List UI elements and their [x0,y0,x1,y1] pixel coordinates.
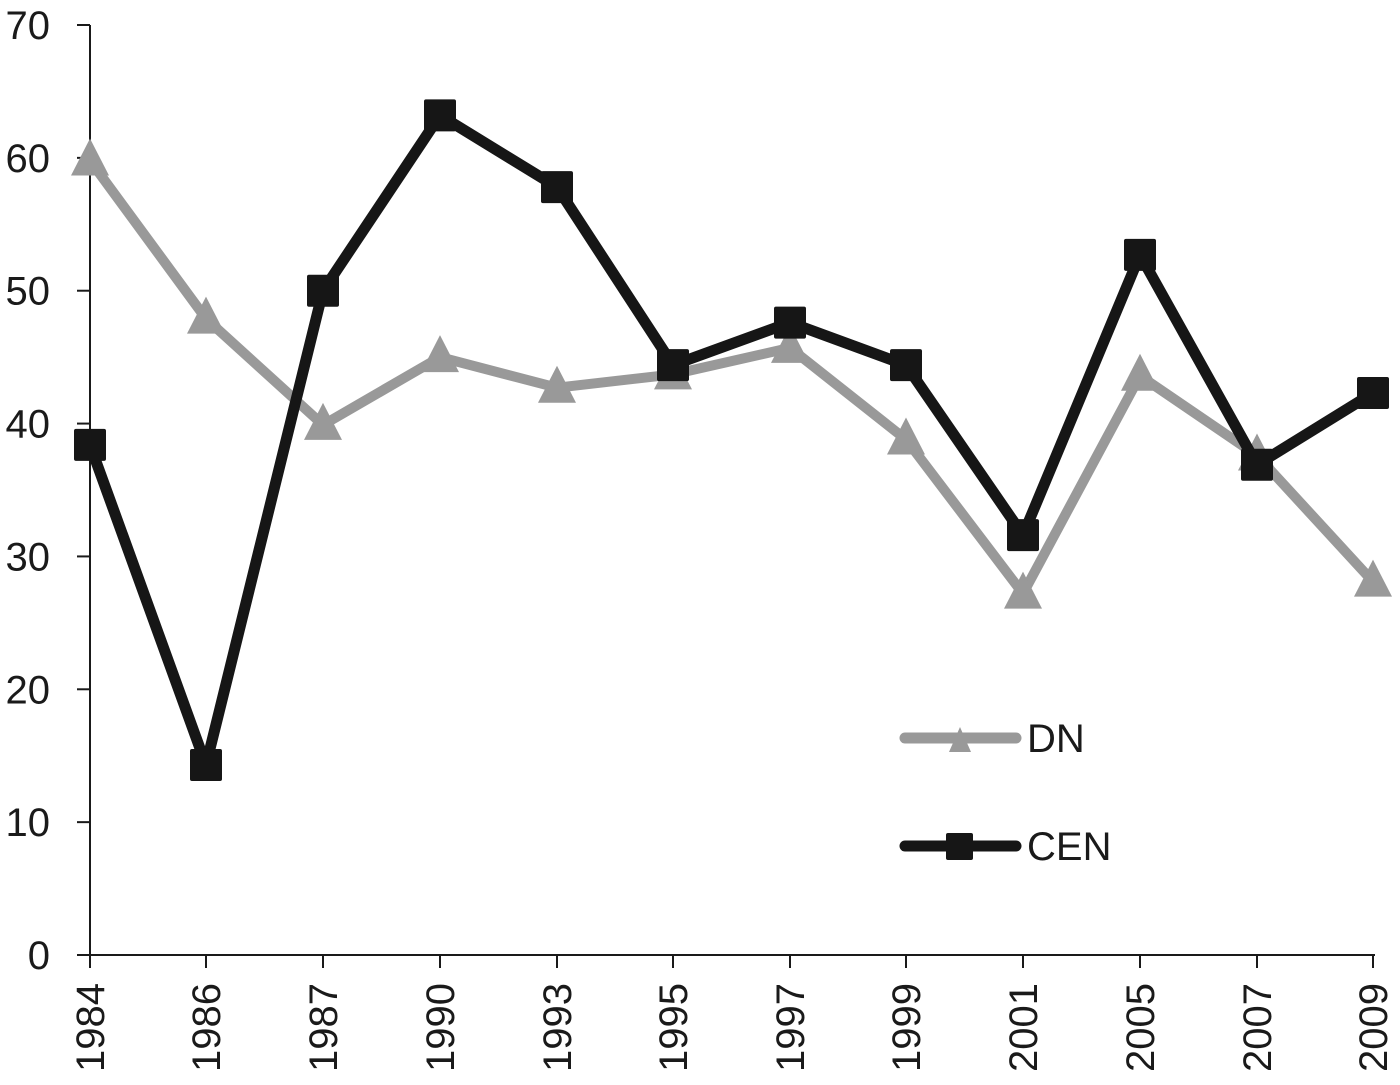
square-marker-icon [1124,238,1156,271]
x-tick-label: 1990 [419,983,463,1072]
x-tick-label: 2005 [1119,983,1163,1072]
x-tick-label: 1984 [69,983,113,1072]
series-cen [74,99,1389,782]
square-marker-icon [657,349,689,382]
square-marker-icon [424,99,456,132]
triangle-marker-icon [771,325,809,363]
y-tick-label: 40 [6,403,51,447]
y-tick-label: 20 [6,668,51,712]
y-tick-label: 50 [6,270,51,314]
y-tick-label: 10 [6,801,51,845]
triangle-marker-icon [304,402,342,440]
x-tick-label: 2009 [1352,983,1396,1072]
legend: DN CEN [899,717,1111,869]
triangle-marker-icon [71,138,109,176]
square-marker-icon [890,349,922,382]
x-tick-label: 1987 [302,983,346,1072]
series-dn [71,138,1392,609]
triangle-marker-icon [538,365,576,403]
triangle-marker-icon [1121,353,1159,391]
x-tick-label: 1995 [652,983,696,1072]
triangle-marker-icon [887,417,925,455]
y-tick-label: 70 [6,4,51,48]
x-tick-label: 1986 [185,983,229,1072]
triangle-marker-icon [187,296,225,334]
y-tick-label: 60 [6,137,51,181]
square-marker-icon [774,306,806,339]
x-tick-label: 1993 [536,983,580,1072]
y-tick-label: 30 [6,535,51,579]
legend-dn-label: DN [1027,717,1085,761]
x-tick-label: 2001 [1002,983,1046,1072]
square-marker-icon [1007,519,1039,552]
series-layer [71,99,1392,782]
legend-cen-square-icon [946,833,973,860]
square-marker-icon [541,171,573,204]
legend-cen-label: CEN [1027,825,1111,869]
legend-item-cen: CEN [899,825,1111,869]
square-marker-icon [74,428,106,461]
triangle-marker-icon [1004,571,1042,609]
x-tick-label: 1999 [885,983,929,1072]
legend-item-dn: DN [899,717,1085,761]
triangle-marker-icon [1354,559,1392,597]
y-tick-label: 0 [28,934,50,978]
triangle-marker-icon [421,335,459,373]
square-marker-icon [190,749,222,782]
square-marker-icon [1357,377,1389,410]
series-line [84,109,1376,771]
axes: 0 10 20 30 40 50 60 70 1984 1986 1987 1990 1993 1995 1… [6,4,1397,1072]
series-line [85,157,1377,599]
legend-dn-triangle-icon [949,727,971,752]
square-marker-icon [1241,448,1273,481]
square-marker-icon [307,274,339,307]
x-tick-label: 1997 [769,983,813,1072]
x-tick-label: 2007 [1236,983,1280,1072]
